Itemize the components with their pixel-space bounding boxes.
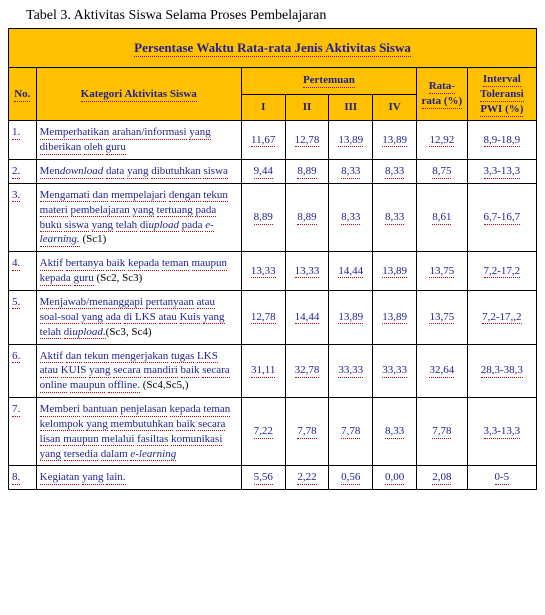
cell-rata: 32,64 [417,344,468,398]
aktivitas-table: Persentase Waktu Rata-rata Jenis Aktivit… [8,28,537,490]
cell-value: 8,89 [285,160,329,184]
table-row: 1.Memperhatikan arahan/informasi yang di… [9,121,537,160]
col-p1: I [241,94,285,121]
cell-value: 14,44 [285,290,329,344]
table-row: 6.Aktif dan tekun mengerjakan tugas LKS … [9,344,537,398]
cell-interval: 7,2-17,,2 [467,290,536,344]
cell-interval: 7,2-17,2 [467,252,536,291]
cell-rata: 12,92 [417,121,468,160]
cell-interval: 6,7-16,7 [467,183,536,251]
cell-value: 5,56 [241,466,285,490]
cell-value: 7,78 [285,398,329,466]
cell-value: 13,33 [241,252,285,291]
table-caption: Tabel 3. Aktivitas Siswa Selama Proses P… [26,8,537,24]
cell-value: 8,33 [373,398,417,466]
cell-rata: 8,75 [417,160,468,184]
cell-interval: 28,3-38,3 [467,344,536,398]
cell-no: 5. [9,290,37,344]
cell-value: 8,89 [285,183,329,251]
table-row: 2.Mendownload data yang dibutuhkan siswa… [9,160,537,184]
cell-kategori: Kegiatan yang lain. [36,466,241,490]
cell-rata: 8,61 [417,183,468,251]
cell-value: 31,11 [241,344,285,398]
cell-kategori: Aktif bertanya baik kepada teman maupun … [36,252,241,291]
cell-interval: 3,3-13,3 [467,160,536,184]
cell-value: 13,33 [285,252,329,291]
table-title: Persentase Waktu Rata-rata Jenis Aktivit… [134,40,411,57]
cell-no: 6. [9,344,37,398]
cell-value: 13,89 [373,121,417,160]
cell-interval: 3,3-13,3 [467,398,536,466]
cell-value: 8,33 [373,183,417,251]
cell-value: 8,89 [241,183,285,251]
cell-value: 8,33 [373,160,417,184]
cell-interval: 8,9-18,9 [467,121,536,160]
cell-kategori: Mendownload data yang dibutuhkan siswa [36,160,241,184]
cell-interval: 0-5 [467,466,536,490]
table-row: 4.Aktif bertanya baik kepada teman maupu… [9,252,537,291]
cell-value: 7,78 [329,398,373,466]
cell-no: 3. [9,183,37,251]
table-row: 8.Kegiatan yang lain.5,562,220,560,002,0… [9,466,537,490]
cell-kategori: Menjawab/menanggapi pertanyaan atau soal… [36,290,241,344]
table-title-cell: Persentase Waktu Rata-rata Jenis Aktivit… [9,29,537,68]
cell-value: 33,33 [373,344,417,398]
col-p2: II [285,94,329,121]
cell-value: 0,00 [373,466,417,490]
cell-rata: 13,75 [417,290,468,344]
cell-value: 33,33 [329,344,373,398]
col-no: No. [9,67,37,121]
cell-kategori: Aktif dan tekun mengerjakan tugas LKS at… [36,344,241,398]
col-rata: Rata-rata (%) [417,67,468,121]
cell-no: 2. [9,160,37,184]
cell-value: 12,78 [241,290,285,344]
cell-value: 11,67 [241,121,285,160]
col-pertemuan: Pertemuan [241,67,416,94]
cell-kategori: Mengamati dan mempelajari dengan tekun m… [36,183,241,251]
table-row: 3.Mengamati dan mempelajari dengan tekun… [9,183,537,251]
cell-value: 0,56 [329,466,373,490]
cell-value: 32,78 [285,344,329,398]
cell-value: 13,89 [329,290,373,344]
col-kategori: Kategori Aktivitas Siswa [36,67,241,121]
cell-kategori: Memperhatikan arahan/informasi yang dibe… [36,121,241,160]
cell-value: 9,44 [241,160,285,184]
cell-rata: 2,08 [417,466,468,490]
cell-no: 1. [9,121,37,160]
cell-value: 13,89 [373,290,417,344]
table-body: 1.Memperhatikan arahan/informasi yang di… [9,121,537,490]
col-p3: III [329,94,373,121]
cell-rata: 13,75 [417,252,468,291]
cell-value: 8,33 [329,183,373,251]
col-interval: Interval Toleransi PWI (%) [467,67,536,121]
cell-value: 12,78 [285,121,329,160]
col-p4: IV [373,94,417,121]
cell-value: 7,22 [241,398,285,466]
cell-value: 13,89 [329,121,373,160]
cell-no: 7. [9,398,37,466]
cell-rata: 7,78 [417,398,468,466]
cell-kategori: Memberi bantuan penjelasan kepada teman … [36,398,241,466]
cell-value: 2,22 [285,466,329,490]
cell-value: 8,33 [329,160,373,184]
table-row: 5.Menjawab/menanggapi pertanyaan atau so… [9,290,537,344]
cell-no: 8. [9,466,37,490]
table-row: 7.Memberi bantuan penjelasan kepada tema… [9,398,537,466]
cell-value: 13,89 [373,252,417,291]
cell-no: 4. [9,252,37,291]
cell-value: 14,44 [329,252,373,291]
